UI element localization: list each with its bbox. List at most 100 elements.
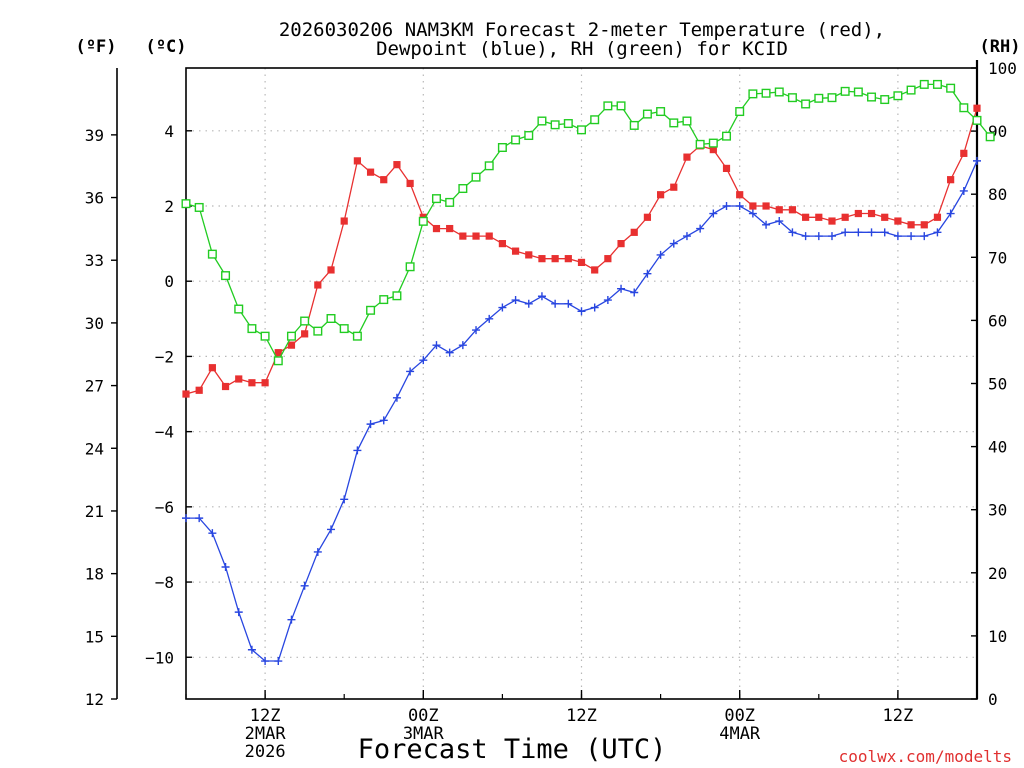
dewpoint-point <box>775 217 784 226</box>
temperature-point <box>406 179 414 188</box>
temperature-point <box>327 266 335 274</box>
chart-title-line-2: Dewpoint (blue), RH (green) for KCID <box>376 38 788 60</box>
dewpoint-point <box>208 529 217 538</box>
temperature-point <box>867 209 876 218</box>
celsius-tick-label: −6 <box>155 498 174 517</box>
rh-point <box>959 103 969 113</box>
rh-point <box>537 116 547 126</box>
rh-point <box>471 172 481 182</box>
temperature-point <box>459 232 467 240</box>
dewpoint-point <box>221 563 230 572</box>
temperature-point <box>525 251 533 259</box>
rh-point <box>563 119 573 129</box>
dewpoint-point <box>353 446 362 455</box>
temperature-point <box>472 232 480 240</box>
temperature-point <box>881 213 889 221</box>
temperature-point <box>617 240 625 248</box>
temperature-point <box>815 213 823 221</box>
dewpoint-point <box>590 303 599 312</box>
fahrenheit-tick-label: 39 <box>85 126 104 145</box>
credit-text: coolwx.com/modelts <box>839 747 1012 766</box>
temperature-point <box>538 255 546 263</box>
dewpoint-point <box>854 228 863 237</box>
grid-lines <box>186 68 977 699</box>
dewpoint-point <box>920 232 929 241</box>
dewpoint-point <box>274 657 283 666</box>
temperature-point <box>960 149 968 157</box>
temperature-point <box>854 209 862 218</box>
dewpoint-point <box>419 356 428 365</box>
dewpoint-point <box>287 615 296 624</box>
series-rh <box>181 79 995 366</box>
rh-point <box>840 86 850 96</box>
dewpoint-point <box>392 393 401 402</box>
x-tick-label: 00Z <box>408 706 439 726</box>
rh-point <box>682 116 692 126</box>
dewpoint-point <box>432 341 441 350</box>
temperature-point <box>736 191 744 199</box>
rh-point <box>313 326 323 336</box>
dewpoint-point <box>195 514 204 523</box>
axes: 12151821242730333639−10−8−6−4−2024010203… <box>85 59 1017 762</box>
fahrenheit-unit-label: (ºF) <box>76 37 117 57</box>
x-tick-label: 12Z <box>883 706 914 726</box>
temperature-point <box>749 202 757 210</box>
rh-point <box>603 101 613 111</box>
rh-tick-label: 30 <box>988 501 1007 520</box>
temperature-point <box>947 176 955 184</box>
rh-tick-label: 70 <box>988 248 1007 267</box>
fahrenheit-tick-label: 27 <box>85 377 104 396</box>
fahrenheit-tick-label: 30 <box>85 314 104 333</box>
rh-point <box>379 295 389 305</box>
temperature-point <box>762 202 770 210</box>
celsius-tick-label: −8 <box>155 573 174 592</box>
temperature-point <box>432 224 441 233</box>
rh-point <box>550 120 560 130</box>
rh-point <box>642 109 652 119</box>
rh-point <box>972 115 982 125</box>
dewpoint-point <box>313 547 322 556</box>
rh-point <box>194 202 204 212</box>
rh-point <box>431 194 441 204</box>
celsius-tick-label: −4 <box>155 423 174 442</box>
rh-point <box>524 131 534 141</box>
dewpoint-point <box>366 420 375 429</box>
rh-point <box>629 120 639 130</box>
dewpoint-point <box>656 250 665 259</box>
dewpoint-point <box>524 299 533 308</box>
rh-tick-label: 10 <box>988 627 1007 646</box>
temperature-point <box>353 157 361 165</box>
dewpoint-point <box>340 495 349 504</box>
plot-frame <box>185 67 978 700</box>
dewpoint-point <box>880 228 889 237</box>
temperature-point <box>709 146 717 154</box>
temperature-point <box>208 364 216 372</box>
temperature-point <box>828 217 836 225</box>
rh-point <box>590 115 600 125</box>
rh-point <box>392 291 402 301</box>
rh-point <box>814 93 824 103</box>
rh-point <box>787 93 797 103</box>
series-temperature <box>182 104 981 398</box>
rh-point <box>260 331 270 341</box>
rh-point <box>247 324 257 334</box>
rh-tick-label: 50 <box>988 375 1007 394</box>
temperature-point <box>485 232 493 240</box>
x-tick-label: 2MAR <box>245 724 287 744</box>
dewpoint-point <box>458 341 467 350</box>
dewpoint-point <box>300 581 309 590</box>
rh-point <box>946 83 956 93</box>
temperature-point <box>920 221 928 229</box>
temperature-point <box>235 375 243 383</box>
dewpoint-point <box>247 645 256 654</box>
temperature-point <box>722 164 731 173</box>
temperature-point <box>894 217 902 225</box>
x-tick-label: 4MAR <box>719 724 761 744</box>
dewpoint-point <box>682 232 691 241</box>
x-tick-label: 3MAR <box>403 724 445 744</box>
fahrenheit-tick-label: 36 <box>85 189 104 208</box>
rh-point <box>761 88 771 98</box>
fahrenheit-tick-label: 18 <box>85 565 104 584</box>
rh-point <box>774 87 784 97</box>
rh-point <box>669 118 679 128</box>
